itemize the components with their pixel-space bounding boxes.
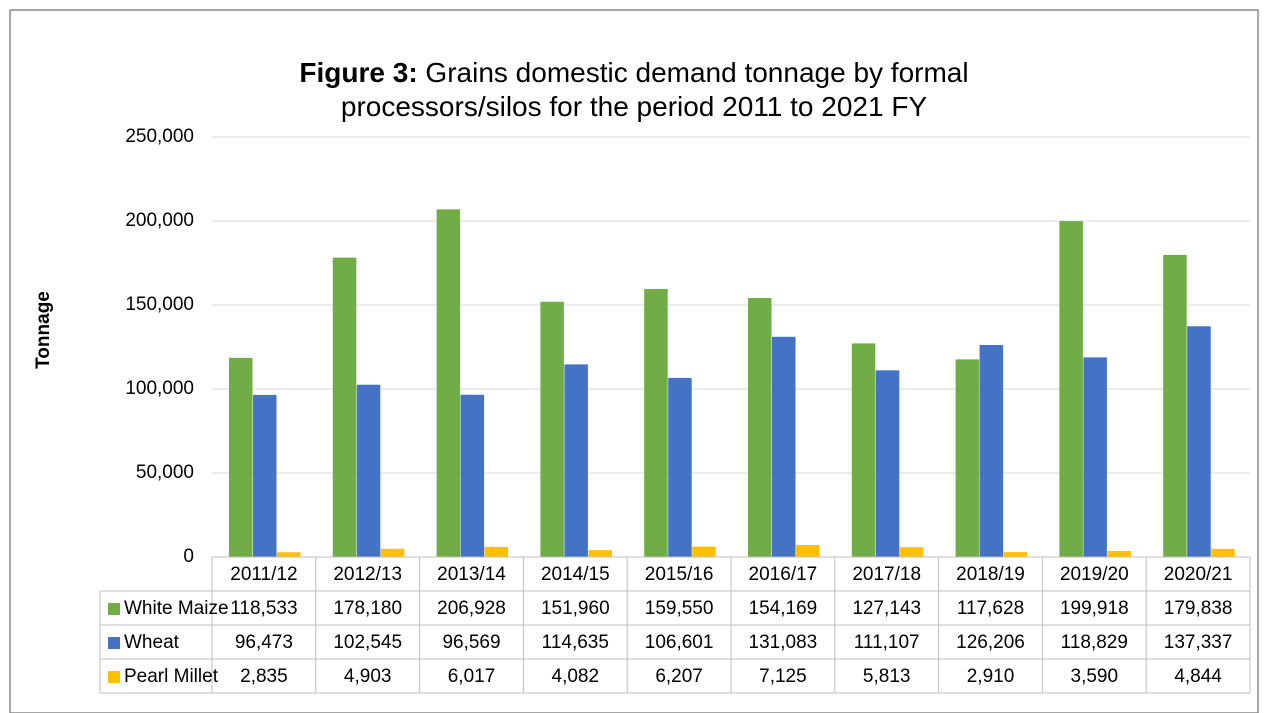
table-value: 206,928 [437,598,506,619]
bar [588,550,612,557]
table-value: 102,545 [333,632,402,653]
bar [875,370,900,557]
table-value: 6,207 [655,666,703,687]
table-value: 131,083 [749,632,818,653]
y-axis-label: Tonnage [33,291,54,369]
bar [979,344,1004,557]
table-value: 114,635 [542,632,609,653]
x-tick-label: 2018/19 [956,564,1025,585]
title-label: Figure 3: [299,57,418,88]
bar [277,552,301,557]
bar [332,257,357,557]
x-tick-label: 2016/17 [749,564,818,585]
bar [229,357,253,557]
bar [253,394,277,557]
bar [1211,548,1235,557]
table-value: 154,169 [749,598,818,619]
table-value: 159,550 [645,598,714,619]
table-value: 96,473 [235,632,293,653]
table-value: 117,628 [957,598,1024,619]
x-tick-label: 2014/15 [541,564,610,585]
legend-label: Pearl Millet [124,666,219,687]
bar [484,546,509,557]
bar [1163,254,1187,557]
table-value: 179,838 [1164,598,1233,619]
legend-label: Wheat [124,632,180,653]
table-value: 4,903 [344,666,392,687]
x-tick-label: 2017/18 [852,564,921,585]
bar [460,394,485,557]
table-value: 127,143 [852,598,921,619]
legend-key [108,671,120,683]
x-tick-label: 2015/16 [645,564,714,585]
table-value: 7,125 [759,666,807,687]
bar [1107,550,1131,557]
y-tick-label: 200,000 [125,210,194,231]
table-value: 6,017 [448,666,496,687]
x-tick-label: 2011/12 [230,564,297,585]
legend-label: White Maize [124,598,229,619]
bar [668,377,692,557]
y-tick-label: 0 [183,546,194,567]
table-value: 5,813 [863,666,911,687]
x-tick-label: 2020/21 [1164,564,1233,585]
y-tick-label: 100,000 [125,378,194,399]
bar [356,384,381,557]
legend-key [108,637,120,649]
bar [1187,326,1211,557]
y-tick-label: 250,000 [125,126,194,147]
table-value: 118,533 [230,598,297,619]
bar [955,359,980,557]
x-tick-label: 2019/20 [1060,564,1129,585]
table-value: 111,107 [854,632,920,653]
x-tick-label: 2012/13 [333,564,402,585]
table-value: 178,180 [333,598,402,619]
chart-frame [9,9,1259,713]
table-value: 151,960 [541,598,610,619]
bar [380,548,405,557]
table-value: 96,569 [442,632,500,653]
bar [436,209,461,557]
bar [540,301,564,557]
y-tick-label: 150,000 [125,294,194,315]
table-value: 3,590 [1071,666,1119,687]
table-value: 126,206 [956,632,1025,653]
bar [796,545,820,557]
bar [772,336,796,557]
table-value: 2,910 [967,666,1015,687]
bar [692,546,716,557]
chart-title: Figure 3: Grains domestic demand tonnage… [284,56,984,124]
bar [851,343,876,557]
table-value: 4,844 [1174,666,1222,687]
bar [748,297,772,557]
table-value: 137,337 [1164,632,1233,653]
bar [1059,221,1083,557]
table-value: 4,082 [552,666,600,687]
bar [899,547,924,557]
bar [644,288,668,557]
x-tick-label: 2013/14 [437,564,506,585]
bar [1003,552,1028,557]
bar [564,364,588,557]
y-tick-label: 50,000 [136,462,194,483]
title-text: Grains domestic demand tonnage by formal… [340,57,969,122]
table-value: 2,835 [240,666,288,687]
table-value: 199,918 [1060,598,1129,619]
bar [1083,357,1107,557]
table-value: 118,829 [1061,632,1128,653]
legend-key [108,603,120,615]
table-value: 106,601 [645,632,714,653]
